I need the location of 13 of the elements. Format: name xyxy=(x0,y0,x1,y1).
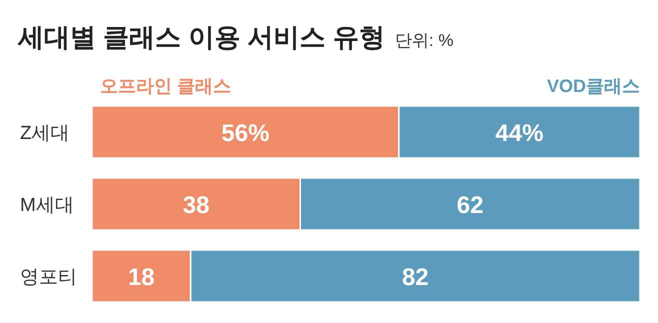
chart-title: 세대별 클래스 이용 서비스 유형 xyxy=(17,22,385,52)
data-label: 56% xyxy=(221,120,270,147)
y-tick-label: 영포티 xyxy=(20,267,77,288)
data-label: 82 xyxy=(402,264,429,291)
data-label: 62 xyxy=(456,192,484,219)
y-tick-label: M세대 xyxy=(20,195,74,216)
y-tick-label: Z세대 xyxy=(20,123,70,144)
series-label: VOD클래스 xyxy=(546,76,640,96)
data-label: 18 xyxy=(128,264,155,291)
chart-subtitle: 단위: % xyxy=(394,31,454,50)
data-label: 38 xyxy=(182,192,210,219)
data-label: 44% xyxy=(495,120,544,147)
series-label: 오프라인 클래스 xyxy=(100,76,232,96)
